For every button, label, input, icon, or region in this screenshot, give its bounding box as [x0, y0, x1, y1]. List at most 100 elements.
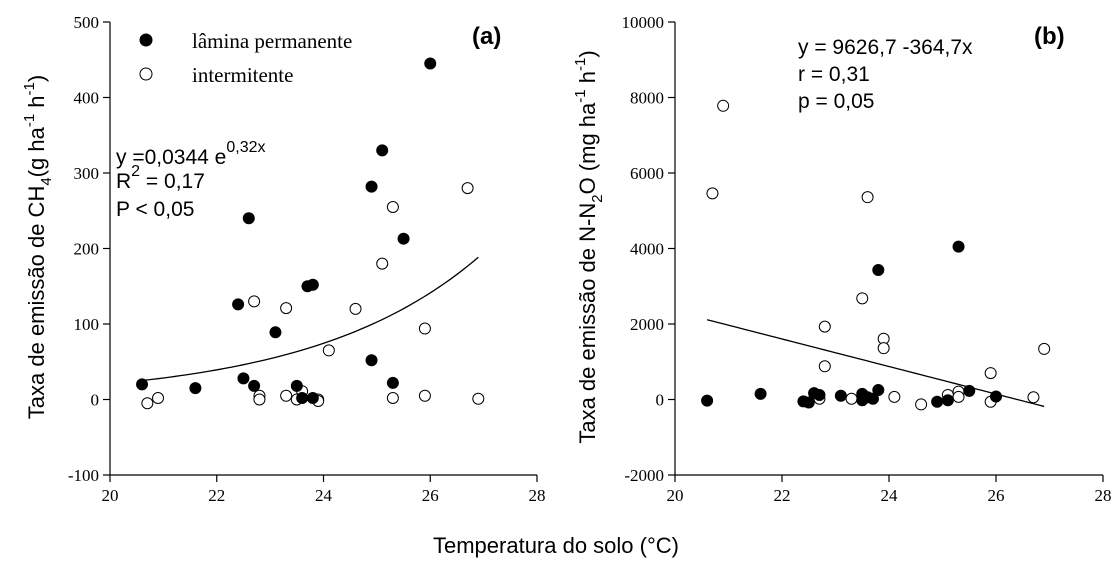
panel-a-point-open	[322, 344, 335, 357]
panel-a-legend-open-marker	[139, 67, 153, 81]
panel-b-point-filled	[963, 384, 976, 397]
panel-a-x-tick-label: 22	[208, 486, 225, 505]
panel-a-point-open	[248, 295, 261, 308]
panel-a-point-filled	[365, 354, 378, 367]
panel-a-point-filled	[306, 278, 319, 291]
panel-a-y-tick-label: 200	[74, 240, 100, 259]
panel-a-point-open	[418, 389, 431, 402]
panel-b-point-open	[1027, 391, 1040, 404]
panel-b-point-open	[984, 367, 997, 380]
panel-a-point-open	[386, 200, 399, 213]
panel-b-point-filled	[866, 392, 879, 405]
panel-b-point-open	[888, 390, 901, 403]
panel-b-y-tick-label: -2000	[624, 466, 664, 485]
panel-b-point-open	[818, 320, 831, 333]
panel-b-fit-line	[706, 319, 1045, 408]
panel-b-x-tick-label: 28	[1095, 486, 1112, 505]
panel-a-y-tick-label: 500	[74, 13, 100, 32]
panel-b-point-open	[856, 292, 869, 305]
panel-b-point-filled	[813, 388, 826, 401]
panel-a-equation-line2-exponent: 2	[131, 163, 140, 180]
panel-a-point-filled	[386, 376, 399, 389]
panel-a-x-tick-label: 24	[315, 486, 333, 505]
panel-a-point-filled	[189, 382, 202, 395]
panel-a-y-axis-label: Taxa de emissão de CH4(g ha-1 h-1)	[21, 75, 55, 419]
panel-a-y-tick-label: 400	[74, 89, 100, 108]
panel-a-point-open	[280, 302, 293, 315]
panel-a-point-filled	[296, 391, 309, 404]
panel-b-y-tick-label: 0	[656, 391, 665, 410]
panel-a-point-open	[472, 392, 485, 405]
panel-a-equation-line1-exponent: 0,32x	[226, 139, 265, 156]
panel-a-point-open	[461, 182, 474, 195]
panel-b-point-filled	[701, 394, 714, 407]
panel-a-point-open	[418, 322, 431, 335]
panel-b-point-open	[818, 360, 831, 373]
panel-b-label: (b)	[1034, 23, 1065, 50]
panel-b-point-filled	[802, 396, 815, 409]
panel-b-y-tick-label: 6000	[630, 164, 664, 183]
panel-a-point-filled	[242, 212, 255, 225]
panel-b-point-open	[845, 392, 858, 405]
panel-b-point-open	[706, 187, 719, 200]
panel-b-point-filled	[872, 384, 885, 397]
panel-a-point-open	[141, 397, 154, 410]
panel-b-y-tick-label: 10000	[622, 13, 665, 32]
panel-b-point-filled	[872, 264, 885, 277]
panel-b-y-tick-label: 2000	[630, 315, 664, 334]
panel-a-equation-line1: y =0,0344 e0,32x	[116, 139, 265, 169]
shared-x-axis-label: Temperatura do solo (°C)	[433, 533, 679, 558]
panel-b-point-open	[717, 99, 730, 112]
panel-b-point-filled	[754, 387, 767, 400]
panel-a-legend-filled-label: lâmina permanente	[192, 29, 352, 53]
panel-a-chart: -100 0 100 200 300 400 500 20 22 24 26 28 lâmina pe…	[21, 13, 546, 505]
panel-b-point-open	[861, 191, 874, 204]
panel-b-point-open	[952, 390, 965, 403]
panel-a-point-open	[386, 391, 399, 404]
panel-a-y-tick-label: 100	[74, 315, 100, 334]
panel-a-equation-line3: P < 0,05	[116, 198, 194, 221]
panel-a-point-open	[152, 391, 165, 404]
panel-a-equation-line2-prefix: R	[116, 170, 131, 193]
panel-a-point-open	[349, 302, 362, 315]
panel-a-plot-area: -100 0 100 200 300 400 500 20 22 24 26 28	[68, 13, 546, 505]
panel-b-point-open	[915, 398, 928, 411]
panel-a-point-filled	[290, 379, 303, 392]
panel-a-point-filled	[237, 372, 250, 385]
panel-b-y-tick-label: 8000	[630, 89, 664, 108]
panel-b-x-tick-label: 24	[881, 486, 899, 505]
panel-b-equation-line3: p = 0,05	[798, 90, 874, 113]
panel-a-fit-line	[141, 256, 479, 382]
panel-a-x-tick-label: 28	[529, 486, 546, 505]
panel-a-equation-line2-suffix: = 0,17	[140, 170, 205, 193]
panel-a-x-tick-label: 26	[422, 486, 439, 505]
panel-b-x-tick-label: 26	[988, 486, 1005, 505]
panel-b-y-axis-label: Taxa de emissão de N-N2O (mg ha-1 h-1)	[572, 50, 606, 443]
panel-a-label: (a)	[472, 23, 501, 50]
panel-b-chart: -2000 0 2000 4000 6000 8000 10000 20 22 24 26 28 (b…	[572, 13, 1112, 505]
panel-a-point-filled	[424, 57, 437, 70]
panel-b-point-filled	[941, 394, 954, 407]
panel-b-y-tick-label: 4000	[630, 240, 664, 259]
panel-a-legend-open-label: intermitente	[192, 63, 293, 87]
panel-a-point-filled	[269, 326, 282, 339]
panel-b-x-tick-label: 20	[667, 486, 684, 505]
panel-a-equation-line2: R2 = 0,17	[116, 163, 205, 193]
panel-a-point-filled	[306, 391, 319, 404]
panel-b-point-filled	[931, 395, 944, 408]
panel-a-point-open	[253, 393, 266, 406]
panel-a-y-tick-label: 300	[74, 164, 100, 183]
panel-b-point-filled	[952, 240, 965, 253]
panel-b-point-filled	[990, 390, 1002, 403]
panel-b-equation-line2: r = 0,31	[798, 63, 870, 86]
panel-a-point-open	[280, 389, 293, 402]
panel-a-point-filled	[397, 232, 410, 245]
panel-a-point-filled	[365, 180, 378, 193]
panel-a-point-filled	[248, 379, 261, 392]
panel-b-x-tick-label: 22	[774, 486, 791, 505]
panel-a-point-filled	[136, 378, 149, 391]
panel-b-point-open	[1038, 342, 1051, 355]
panel-b-equation-line1: y = 9626,7 -364,7x	[798, 36, 973, 59]
panel-a-x-tick-label: 20	[102, 486, 119, 505]
